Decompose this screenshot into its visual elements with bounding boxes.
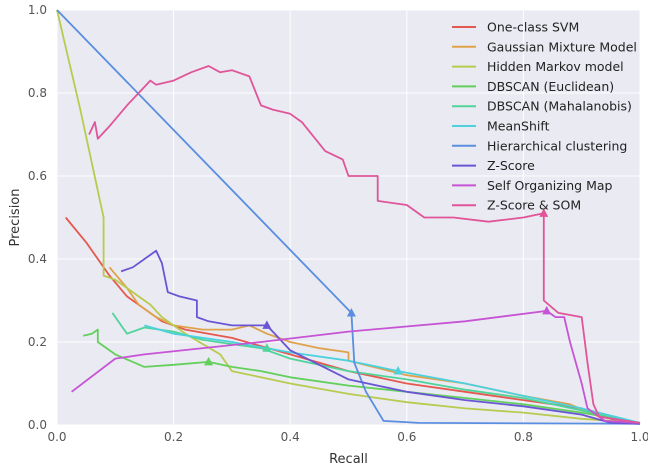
y-tick-label: 0.8 [28, 86, 47, 100]
series-line-z-score [120, 249, 641, 425]
legend-entry: DBSCAN (Euclidean) [487, 79, 614, 94]
x-tick-label: 0.8 [514, 430, 533, 444]
legend-entry: Z-Score [487, 158, 535, 173]
x-tick-label: 0.6 [397, 430, 416, 444]
x-tick-label: 0.4 [281, 430, 300, 444]
x-tick-label: 0.0 [47, 430, 66, 444]
triangle-marker [539, 208, 549, 217]
x-axis-label: Recall [329, 452, 368, 467]
y-tick-label: 1.0 [28, 3, 47, 17]
legend-entry: Hidden Markov model [487, 59, 624, 74]
legend: One-class SVM Gaussian Mixture Model Hidde… [452, 20, 637, 213]
series-line-hidden-markov-model [56, 9, 641, 424]
x-tick-label: 1.0 [630, 430, 648, 444]
legend-entry: DBSCAN (Mahalanobis) [487, 99, 632, 114]
x-tick-label: 0.2 [164, 430, 183, 444]
series-lines [56, 9, 641, 425]
triangle-marker [393, 366, 403, 375]
y-tick-label: 0.6 [28, 169, 47, 183]
legend-entry: Z-Score & SOM [487, 198, 581, 213]
series-line-dbscan-euclidean [82, 328, 641, 424]
series-line-z-score-som [88, 65, 641, 424]
y-tick-label: 0.0 [28, 418, 47, 432]
triangle-marker [204, 356, 214, 366]
triangle-marker [262, 320, 272, 329]
legend-entry: Self Organizing Map [487, 178, 613, 193]
triangle-marker [346, 307, 356, 317]
y-tick-label: 0.2 [28, 335, 47, 349]
legend-entry: Hierarchical clustering [487, 138, 627, 153]
triangle-marker [542, 305, 552, 315]
legend-entry: One-class SVM [487, 20, 579, 35]
triangle-marker [262, 343, 272, 352]
x-axis-ticks: 0.0 0.2 0.4 0.6 0.8 1.0 [47, 430, 648, 444]
y-axis-label: Precision [8, 188, 23, 246]
y-tick-label: 0.4 [28, 252, 47, 266]
series-line-dbscan-mahalanobis [111, 312, 641, 424]
y-axis-ticks: 0.0 0.2 0.4 0.6 0.8 1.0 [28, 3, 47, 432]
series-line-meanshift [144, 324, 641, 424]
legend-entry: MeanShift [487, 119, 550, 134]
legend-entry: Gaussian Mixture Model [487, 39, 637, 54]
series-markers [204, 208, 552, 375]
series-line-self-organizing-map [71, 310, 641, 424]
